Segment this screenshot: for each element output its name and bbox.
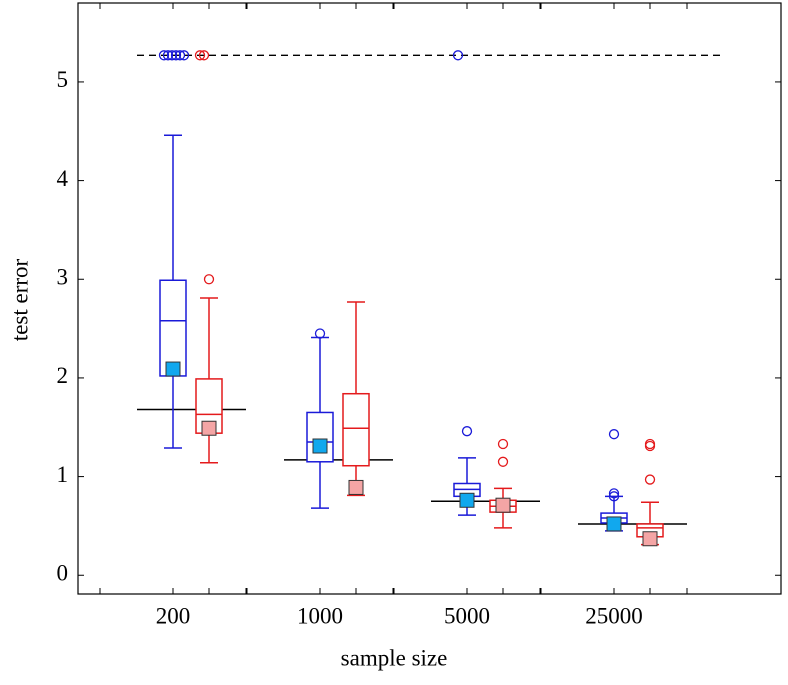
y-tick-label: 1 — [57, 462, 69, 487]
outlier — [178, 50, 190, 61]
mean-marker — [459, 492, 475, 508]
y-tick-label: 4 — [57, 166, 69, 191]
outlier — [158, 50, 170, 61]
y-tick-label: 5 — [57, 67, 69, 92]
outlier — [162, 50, 174, 61]
outlier — [497, 456, 509, 467]
x-tick-label: 5000 — [444, 603, 490, 628]
outlier — [608, 429, 620, 440]
x-tick-label: 200 — [156, 603, 191, 628]
outlier — [608, 488, 620, 499]
mean-marker — [642, 531, 658, 547]
outlier — [166, 50, 178, 61]
outlier — [194, 50, 206, 61]
box — [306, 411, 334, 463]
y-axis-label: test error — [7, 258, 32, 341]
x-axis-label: sample size — [341, 645, 448, 670]
mean-marker — [495, 497, 511, 513]
outlier — [644, 440, 656, 452]
outlier — [461, 426, 473, 437]
outlier — [174, 50, 186, 61]
outlier — [203, 274, 215, 285]
x-tick-label: 25000 — [585, 603, 643, 628]
x-tick-label: 1000 — [297, 603, 343, 628]
y-tick-label: 2 — [57, 363, 69, 388]
mean-marker — [312, 438, 328, 454]
outlier — [497, 438, 509, 450]
outlier — [314, 328, 326, 339]
outlier — [608, 491, 620, 502]
outlier — [452, 50, 464, 61]
mean-marker — [165, 361, 181, 377]
y-tick-label: 3 — [57, 265, 69, 290]
mean-marker — [201, 420, 217, 436]
outlier — [170, 50, 182, 61]
outlier — [644, 474, 656, 485]
box — [342, 392, 370, 467]
mean-marker — [348, 479, 364, 495]
plot-frame — [77, 2, 782, 595]
mean-marker — [606, 516, 622, 532]
outlier — [198, 50, 210, 61]
y-tick-label: 0 — [57, 561, 69, 586]
